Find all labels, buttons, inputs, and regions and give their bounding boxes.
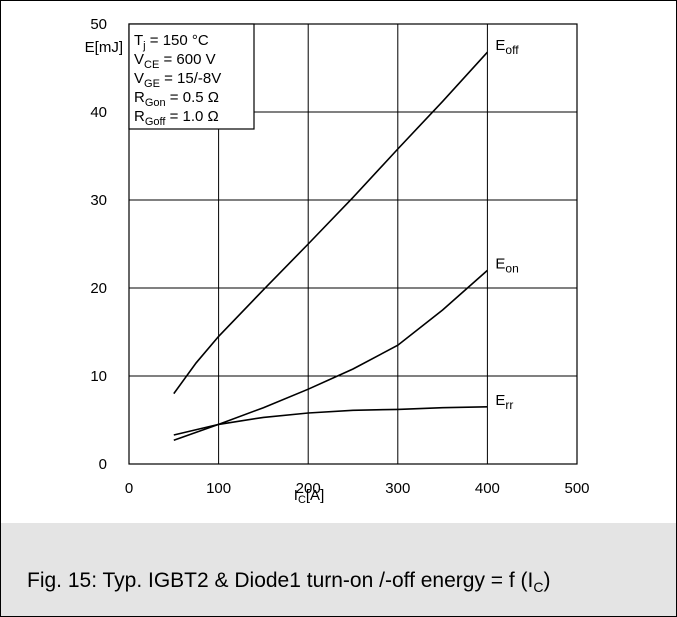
y-axis-label: E[mJ] (85, 39, 123, 56)
ticks: 0 100 200 300 400 500 0 10 20 30 40 50 (90, 16, 589, 497)
x-tick-label: 200 (296, 480, 321, 497)
y-tick-label: 0 (99, 456, 107, 473)
condition-line: Tj = 150 °C (134, 32, 209, 52)
condition-line: RGon = 0.5 Ω (134, 89, 219, 109)
series-layer: Eoff Eon Err (173, 37, 519, 441)
grid (129, 24, 577, 464)
x-tick-label: 100 (206, 480, 231, 497)
y-tick-label: 40 (90, 104, 107, 121)
plot-frame (128, 23, 578, 465)
y-tick-label: 10 (90, 368, 107, 385)
caption-band (1, 523, 676, 616)
series-line-on (173, 269, 488, 441)
y-tick-label: 50 (90, 16, 107, 33)
figure-caption: Fig. 15: Typ. IGBT2 & Diode1 turn-on /-o… (27, 569, 551, 596)
x-tick-label: 500 (564, 480, 589, 497)
series-label-rr: Err (495, 392, 513, 412)
series-label-on: Eon (495, 255, 518, 275)
series-line-off (173, 51, 488, 395)
chart: 0 100 200 300 400 500 0 10 20 30 40 50 Eoff Eon Err T… (85, 16, 590, 506)
y-tick-label: 20 (90, 280, 107, 297)
x-tick-label: 0 (125, 480, 133, 497)
conditions-frame (128, 23, 255, 130)
x-tick-label: 400 (475, 480, 500, 497)
condition-line: RGoff = 1.0 Ω (134, 108, 219, 128)
series-label-off: Eoff (495, 37, 519, 57)
x-tick-label: 300 (385, 480, 410, 497)
condition-line: VGE = 15/-8V (134, 70, 221, 90)
x-axis-label: IC[A] (294, 487, 324, 506)
y-tick-label: 30 (90, 192, 107, 209)
condition-line: VCE = 600 V (134, 51, 216, 71)
series-line-rr (173, 406, 488, 436)
